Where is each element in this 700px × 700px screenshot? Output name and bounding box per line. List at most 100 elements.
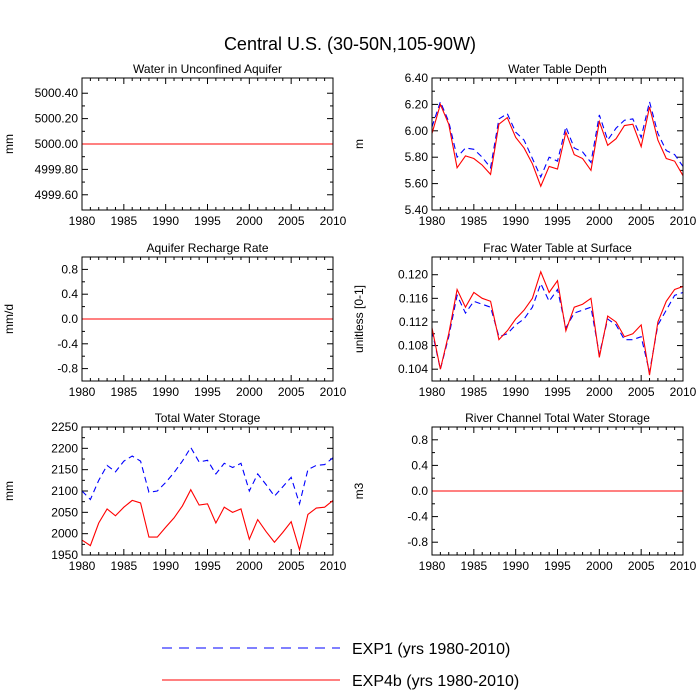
chart-panel: Total Water Storage mm 1980 1985 1990 1995 200…: [2, 411, 347, 573]
x-tick-label: 1990: [152, 214, 179, 228]
y-tick-label: 0.104: [398, 362, 428, 376]
panel-title: Water Table Depth: [508, 62, 607, 76]
panels: Water in Unconfined Aquifer mm 1980 1985 199…: [2, 62, 697, 573]
y-tick-label: 4999.60: [35, 188, 79, 202]
x-tick-label: 2010: [670, 385, 697, 399]
y-tick-label: 0.4: [411, 458, 428, 472]
y-tick-label: 0.8: [411, 433, 428, 447]
x-tick-label: 1980: [69, 385, 96, 399]
y-tick-label: 1950: [51, 548, 78, 562]
panel-title: Frac Water Table at Surface: [483, 241, 632, 255]
y-tick-label: 0.112: [399, 315, 428, 329]
x-tick-label: 2005: [278, 214, 305, 228]
x-tick-label: 2000: [586, 385, 613, 399]
x-tick-label: 1980: [69, 214, 96, 228]
x-tick-label: 1995: [544, 214, 571, 228]
x-tick-label: 2005: [278, 385, 305, 399]
y-tick-label: 5.40: [405, 203, 429, 217]
y-tick-label: 6.00: [405, 124, 429, 138]
y-tick-label: 0.8: [61, 262, 78, 276]
plot-frame: [431, 256, 684, 382]
x-tick-label: 2005: [628, 214, 655, 228]
x-tick-label: 1980: [419, 559, 446, 573]
y-tick-label: 0.116: [399, 291, 428, 305]
y-tick-label: 2000: [51, 527, 78, 541]
y-tick-label: 2150: [51, 463, 78, 477]
y-tick-label: 5000.40: [35, 86, 79, 100]
x-tick-label: 1995: [194, 559, 221, 573]
series-line-exp4b: [431, 102, 684, 188]
y-tick-label: 2250: [51, 420, 78, 434]
x-tick-label: 2000: [236, 559, 263, 573]
y-tick-label: 6.40: [405, 71, 429, 85]
x-tick-label: 1985: [110, 385, 137, 399]
legend: EXP1 (yrs 1980-2010) EXP4b (yrs 1980-201…: [162, 641, 519, 690]
series-line-exp4b: [81, 488, 334, 553]
x-tick-label: 2010: [320, 559, 347, 573]
chart-panel: River Channel Total Water Storage m3 1980 1…: [352, 411, 697, 573]
y-tick-label: 0.0: [61, 312, 78, 326]
legend-label-exp1: EXP1 (yrs 1980-2010): [352, 641, 510, 658]
y-tick-label: 5.80: [405, 150, 429, 164]
x-tick-label: 1995: [194, 385, 221, 399]
y-tick-label: -0.8: [407, 535, 428, 549]
x-tick-label: 1985: [460, 214, 487, 228]
y-axis-label: m: [352, 139, 366, 149]
x-tick-label: 2005: [628, 385, 655, 399]
x-tick-label: 1990: [502, 559, 529, 573]
series-line-exp1: [81, 446, 334, 506]
series-line-exp4b: [431, 270, 684, 376]
y-tick-label: 0.0: [411, 484, 428, 498]
y-tick-label: 4999.80: [35, 162, 79, 176]
y-tick-label: 2050: [51, 505, 78, 519]
x-tick-label: 2000: [236, 385, 263, 399]
y-axis-label: mm: [2, 481, 16, 501]
x-tick-label: 2010: [670, 559, 697, 573]
x-tick-label: 1980: [419, 214, 446, 228]
series-line-exp1: [431, 100, 684, 179]
x-tick-label: 1985: [460, 559, 487, 573]
x-tick-label: 1985: [460, 385, 487, 399]
y-tick-label: 0.4: [61, 287, 78, 301]
y-axis-label: unitless [0-1]: [352, 285, 366, 353]
y-tick-label: 0.120: [398, 268, 428, 282]
x-tick-label: 2010: [320, 385, 347, 399]
x-tick-label: 2000: [586, 559, 613, 573]
y-axis-label: mm: [2, 134, 16, 154]
x-tick-label: 2005: [628, 559, 655, 573]
panel-title: River Channel Total Water Storage: [465, 411, 650, 425]
y-tick-label: 5000.20: [35, 112, 79, 126]
x-tick-label: 1995: [194, 214, 221, 228]
chart-panel: Water in Unconfined Aquifer mm 1980 1985 199…: [2, 62, 347, 228]
x-tick-label: 2000: [236, 214, 263, 228]
y-tick-label: -0.8: [57, 362, 78, 376]
chart-panel: Water Table Depth m 1980 1985 1990 1995 2000 20…: [352, 62, 697, 228]
x-tick-label: 1985: [110, 559, 137, 573]
y-tick-label: -0.4: [407, 510, 428, 524]
chart-panel: Aquifer Recharge Rate mm/d 1980 1985 1990 199…: [2, 241, 347, 399]
plot-frame: [81, 426, 334, 556]
x-tick-label: 1995: [544, 559, 571, 573]
x-tick-label: 1980: [69, 559, 96, 573]
x-tick-label: 2000: [586, 214, 613, 228]
y-tick-label: 2200: [51, 441, 78, 455]
x-tick-label: 2010: [320, 214, 347, 228]
y-tick-label: 5.60: [405, 177, 429, 191]
figure-title: Central U.S. (30-50N,105-90W): [224, 34, 476, 54]
y-axis-label: m3: [352, 482, 366, 499]
x-tick-label: 2005: [278, 559, 305, 573]
y-tick-label: 0.108: [398, 339, 428, 353]
x-tick-label: 1990: [502, 214, 529, 228]
x-tick-label: 1990: [502, 385, 529, 399]
plot-frame: [431, 426, 684, 556]
series-line-exp1: [431, 282, 684, 373]
plot-frame: [81, 256, 334, 382]
panel-title: Total Water Storage: [155, 411, 261, 425]
x-tick-label: 1990: [152, 385, 179, 399]
plot-frame: [431, 77, 684, 211]
x-tick-label: 2010: [670, 214, 697, 228]
y-tick-label: -0.4: [57, 337, 78, 351]
y-tick-label: 2100: [51, 484, 78, 498]
x-tick-label: 1995: [544, 385, 571, 399]
